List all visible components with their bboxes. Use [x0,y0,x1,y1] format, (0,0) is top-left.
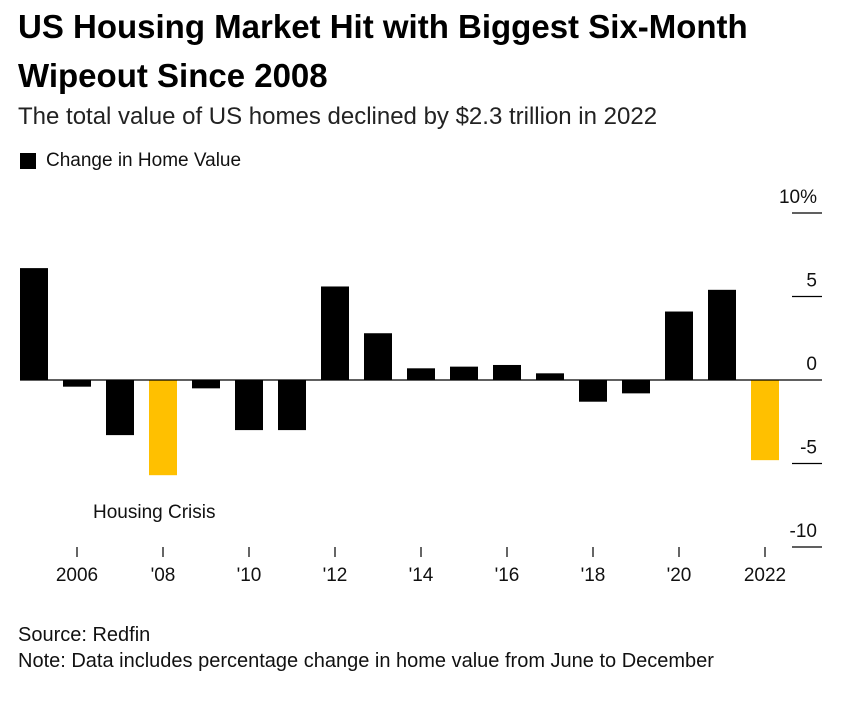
x-tick-label: '16 [495,565,520,586]
y-tick-label: 10% [779,187,817,208]
x-tick-label: '08 [151,565,176,586]
bar-2011 [278,380,306,431]
bar-2009 [192,380,220,389]
bar-2016 [493,364,521,380]
legend-swatch [20,153,36,169]
note-text: Note: Data includes percentage change in… [18,650,714,672]
bar-2010 [235,380,263,431]
bar-2006 [63,380,91,387]
bar-2013 [364,333,392,380]
x-tick-label: '18 [581,565,606,586]
x-tick-label: '14 [409,565,434,586]
bars [20,268,779,476]
bar-2022 [751,380,779,461]
x-axis: 2006 '08 '10 '12 '14 '16 '18 '20 2022 [56,547,786,586]
bar-2017 [536,373,564,380]
x-tick-label: '12 [323,565,348,586]
bar-2015 [450,366,478,380]
footer: Source: Redfin Note: Data includes perce… [18,622,838,674]
housing-crisis-annotation: Housing Crisis [93,502,215,523]
y-axis: 10% 5 0 -5 -10 [779,187,822,548]
legend-label: Change in Home Value [46,150,242,171]
chart-subtitle: The total value of US homes declined by … [18,103,658,130]
y-tick-label: -5 [800,438,817,459]
bar-2018 [579,380,607,402]
y-tick-label: -10 [790,521,817,542]
y-tick-label: 0 [806,354,817,375]
bar-2008 [149,380,177,476]
x-tick-label: 2022 [744,565,786,586]
source-text: Source: Redfin [18,624,151,646]
bar-chart: 10% 5 0 -5 -10 2006 '08 '10 '12 '14 '16 '18 '20 2022… [20,187,822,586]
x-tick-label: '10 [237,565,262,586]
x-tick-label: 2006 [56,565,98,586]
legend: Change in Home Value [20,150,241,172]
x-tick-label: '20 [667,565,692,586]
bar-2021 [708,289,736,380]
bar-2014 [407,368,435,380]
bar-2005 [20,268,48,380]
bar-2012 [321,286,349,380]
bar-2007 [106,380,134,436]
y-tick-label: 5 [806,271,817,292]
bar-2019 [622,380,650,394]
chart-title: US Housing Market Hit with Biggest Six-M… [18,8,748,94]
bar-2020 [665,311,693,380]
